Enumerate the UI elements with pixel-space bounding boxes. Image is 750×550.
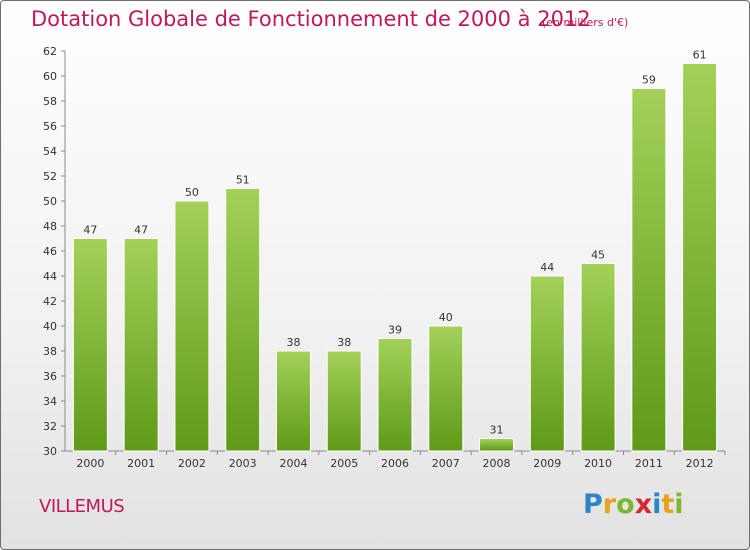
x-tick-label: 2005	[330, 457, 358, 470]
data-label-2009: 44	[540, 261, 554, 274]
x-tick-label: 2012	[686, 457, 714, 470]
x-tick-label: 2011	[635, 457, 663, 470]
data-labels: 47 47 50 51 38 38 39 40 31 44 45 59 61	[83, 49, 706, 437]
y-tick-label: 48	[43, 220, 57, 233]
y-tick-label: 32	[43, 420, 57, 433]
bar-2011	[631, 88, 667, 452]
x-tick-label: 2003	[229, 457, 257, 470]
bar-2001	[123, 238, 159, 452]
x-tick-label: 2006	[381, 457, 409, 470]
x-tick-label: 2010	[584, 457, 612, 470]
y-tick-label: 58	[43, 95, 57, 108]
y-tick-label: 40	[43, 320, 57, 333]
data-label-2008: 31	[490, 424, 504, 437]
y-tick-label: 54	[43, 145, 57, 158]
bar-2006	[377, 338, 413, 452]
bars	[72, 63, 718, 452]
y-tick-label: 62	[43, 45, 57, 58]
bar-2002	[174, 200, 210, 452]
x-tick-label: 2002	[178, 457, 206, 470]
y-tick-label: 44	[43, 270, 57, 283]
y-tick-label: 38	[43, 345, 57, 358]
data-label-2010: 45	[591, 249, 605, 262]
y-tick-label: 56	[43, 120, 57, 133]
y-tick-label: 50	[43, 195, 57, 208]
data-label-2002: 50	[185, 186, 199, 199]
x-tick-label: 2001	[127, 457, 155, 470]
axes: 30 32 34 36 38 40 42 44 46 48 50 52 54 56 58 60 62 2000 20…	[43, 45, 726, 470]
bar-2012	[682, 63, 718, 452]
bar-2000	[72, 238, 108, 452]
x-tick-label: 2007	[432, 457, 460, 470]
data-label-2012: 61	[693, 49, 707, 62]
y-tick-label: 46	[43, 245, 57, 258]
bar-2003	[225, 188, 261, 452]
data-label-2003: 51	[236, 174, 250, 187]
x-tick-label: 2004	[279, 457, 307, 470]
chart-title: Dotation Globale de Fonctionnement de 20…	[31, 7, 591, 31]
bar-2007	[428, 325, 464, 452]
bar-2008	[479, 438, 515, 452]
data-label-2001: 47	[134, 224, 148, 237]
bar-2010	[580, 263, 616, 452]
y-tick-label: 34	[43, 395, 57, 408]
bar-2005	[326, 350, 362, 452]
x-tick-label: 2000	[76, 457, 104, 470]
x-tick-label: 2009	[533, 457, 561, 470]
y-tick-label: 36	[43, 370, 57, 383]
data-label-2005: 38	[337, 336, 351, 349]
data-label-2004: 38	[286, 336, 300, 349]
y-tick-label: 60	[43, 70, 57, 83]
commune-name: VILLEMUS	[39, 496, 125, 517]
y-tick-label: 52	[43, 170, 57, 183]
y-tick-label: 30	[43, 445, 57, 458]
bar-2009	[529, 275, 565, 452]
data-label-2000: 47	[83, 224, 97, 237]
chart-subtitle: (en milliers d'€)	[542, 16, 629, 29]
data-label-2011: 59	[642, 74, 656, 87]
data-label-2007: 40	[439, 311, 453, 324]
x-tick-label: 2008	[483, 457, 511, 470]
bar-2004	[275, 350, 311, 452]
data-label-2006: 39	[388, 324, 402, 337]
proxiti-logo: Proxiti	[583, 489, 684, 520]
y-tick-label: 42	[43, 295, 57, 308]
